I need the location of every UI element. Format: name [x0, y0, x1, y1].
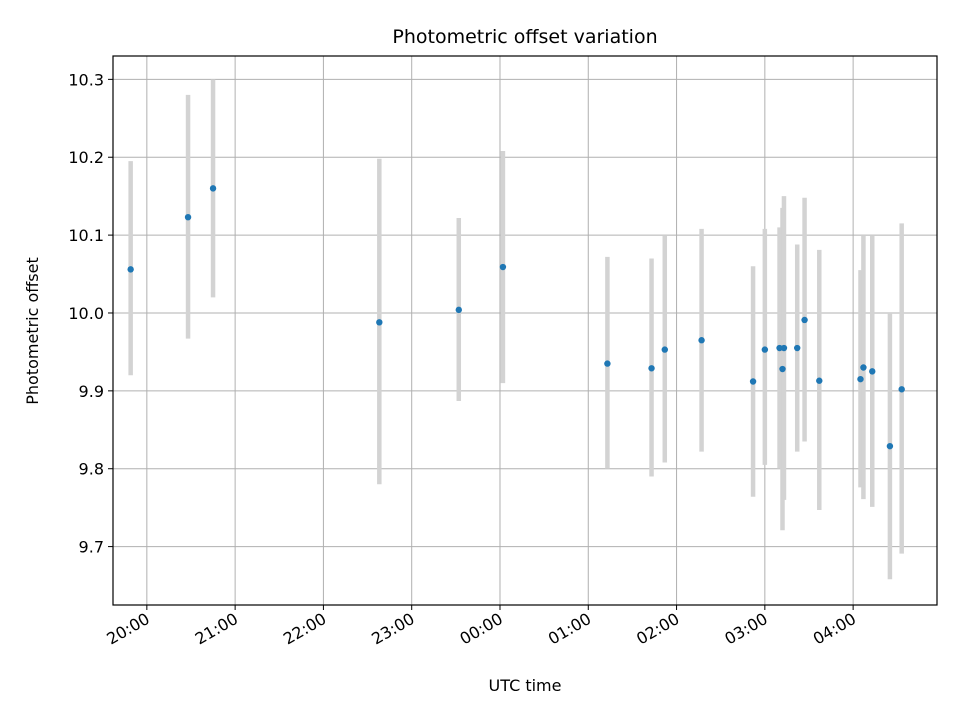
y-tick-label: 10.1 [68, 226, 104, 245]
data-point [184, 213, 192, 221]
y-tick-label: 9.7 [79, 538, 104, 557]
y-axis-label: Photometric offset [23, 257, 42, 405]
grid [113, 56, 937, 605]
data-point [499, 263, 507, 271]
data-point [776, 344, 783, 352]
data-point [455, 306, 462, 314]
x-tick-label: 22:00 [280, 609, 329, 649]
data-point [376, 319, 383, 326]
data-point [801, 316, 808, 324]
data-point [860, 364, 867, 371]
data-point [648, 365, 655, 372]
data-point [761, 346, 769, 353]
x-tick-label: 20:00 [103, 609, 152, 649]
x-tick-label: 02:00 [633, 609, 682, 649]
data-point [779, 365, 786, 373]
data-point [661, 346, 668, 353]
data-point [127, 266, 134, 273]
x-tick-label: 21:00 [192, 609, 241, 649]
y-tick-label: 9.9 [79, 382, 104, 401]
plot-area-frame [112, 55, 938, 606]
data-point [886, 442, 894, 450]
data-point [780, 344, 788, 352]
y-tick-label: 9.8 [79, 460, 104, 479]
errorbars [128, 79, 904, 580]
data-point [209, 185, 217, 192]
x-tick-label: 04:00 [810, 609, 859, 649]
data-point [749, 378, 757, 385]
data-point [698, 337, 705, 344]
data-point [869, 368, 876, 375]
x-axis-ticks: 20:00 21:00 22:00 23:00 00:00 01:00 02:00 03:00… [103, 605, 859, 649]
y-tick-label: 10.3 [68, 70, 104, 89]
data-point [604, 360, 611, 367]
y-tick-label: 10.2 [68, 148, 104, 167]
x-tick-label: 00:00 [457, 609, 506, 649]
y-axis-ticks: 9.7 9.8 9.9 10.0 10.1 10.2 10.3 [68, 70, 113, 557]
x-tick-label: 03:00 [721, 609, 770, 649]
chart-title: Photometric offset variation [392, 26, 657, 48]
data-point [816, 377, 823, 384]
x-axis-label: UTC time [489, 676, 562, 695]
data-point [898, 386, 905, 393]
x-tick-label: 23:00 [368, 609, 417, 649]
y-tick-label: 10.0 [68, 304, 104, 323]
data-point [857, 375, 864, 383]
data-points [127, 185, 905, 450]
data-point [794, 344, 801, 352]
x-tick-label: 01:00 [545, 609, 594, 649]
